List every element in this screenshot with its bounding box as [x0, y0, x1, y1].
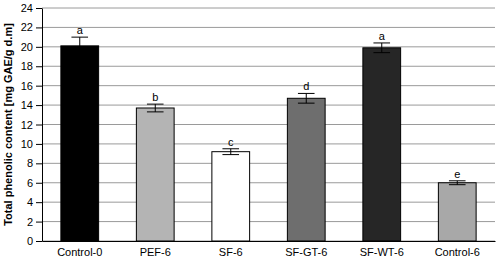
y-tick-label: 16 [21, 80, 33, 92]
y-tick-mark [36, 27, 42, 28]
annotation: e [454, 168, 460, 180]
grid-line [42, 27, 495, 28]
y-tick-label: 4 [27, 196, 33, 208]
bar [136, 108, 174, 241]
y-tick-mark [36, 47, 42, 48]
x-tick-label: SF-WT-6 [360, 246, 404, 258]
y-tick: 18 [21, 60, 42, 72]
y-tick-mark [36, 125, 42, 126]
x-tick: Control-6 [435, 241, 480, 258]
y-tick-mark [36, 86, 42, 87]
x-tick: SF-WT-6 [360, 241, 404, 258]
y-axis-line [42, 9, 43, 242]
grid-line [42, 124, 495, 125]
chart: 024681012141618202224Control-0PEF-6SF-6S… [0, 0, 500, 261]
y-tick-mark [36, 163, 42, 164]
y-tick-label: 8 [27, 157, 33, 169]
bar [61, 46, 99, 241]
error-bar-path [373, 43, 390, 53]
y-tick-label: 12 [21, 119, 33, 131]
y-tick-mark [36, 222, 42, 223]
y-axis-title: Total phenolic content [mg GAE/g d.m] [2, 23, 14, 226]
error-bar [147, 104, 164, 112]
grid-line [42, 221, 495, 222]
error-bar [71, 37, 88, 54]
x-tick: PEF-6 [140, 241, 171, 258]
x-tick-label: SF-6 [219, 246, 243, 258]
annotations: a b c d a e [77, 24, 461, 180]
grid-line [42, 66, 495, 67]
y-tick-label: 20 [21, 41, 33, 53]
annotation: d [303, 80, 309, 92]
y-tick: 22 [21, 21, 42, 33]
error-bar-path [71, 37, 88, 54]
y-tick: 2 [27, 216, 42, 228]
error-bar-path [298, 93, 315, 103]
y-tick: 14 [21, 99, 42, 111]
grid-line [42, 8, 495, 9]
x-axis: Control-0 PEF-6 SF-6 SF-GT-6 SF-WT-6 Control-… [43, 241, 496, 258]
x-tick: SF-GT-6 [285, 241, 327, 258]
y-tick-mark [36, 202, 42, 203]
x-tick-label: PEF-6 [140, 246, 171, 258]
grid-line [42, 202, 495, 203]
y-tick-label: 2 [27, 216, 33, 228]
y-tick: 24 [21, 2, 42, 14]
plot: 024681012141618202224Control-0PEF-6SF-6S… [21, 2, 496, 258]
y-tick: 10 [21, 138, 42, 150]
grid [42, 8, 495, 241]
error-bar-path [147, 104, 164, 112]
grid-line [42, 105, 495, 106]
y-tick: 12 [21, 119, 42, 131]
annotation: a [379, 30, 386, 42]
y-tick: 6 [27, 177, 42, 189]
error-bar [449, 181, 466, 185]
error-bar-path [449, 181, 466, 185]
error-bar [222, 149, 239, 155]
error-bar [373, 43, 390, 53]
y-tick: 20 [21, 41, 42, 53]
x-tick-label: Control-6 [435, 246, 480, 258]
y-tick-mark [36, 241, 42, 242]
y-tick-mark [36, 66, 42, 67]
y-tick-label: 18 [21, 60, 33, 72]
y-tick-label: 10 [21, 138, 33, 150]
bar [363, 48, 401, 241]
x-tick-label: SF-GT-6 [285, 246, 327, 258]
y-tick-mark [36, 8, 42, 9]
grid-line [42, 85, 495, 86]
x-tick: SF-6 [219, 241, 243, 258]
y-tick-label: 22 [21, 21, 33, 33]
error-bar [298, 93, 315, 103]
y-tick-mark [36, 144, 42, 145]
bar [212, 152, 250, 241]
y-tick-label: 24 [21, 2, 33, 14]
y-tick-mark [36, 183, 42, 184]
y-tick: 8 [27, 157, 42, 169]
y-axis: 024681012141618202224 [21, 2, 43, 247]
annotation: a [77, 24, 84, 36]
x-tick-label: Control-0 [57, 246, 102, 258]
grid-line [42, 241, 495, 242]
y-tick: 16 [21, 80, 42, 92]
y-tick-label: 0 [27, 235, 33, 247]
x-axis-line [43, 241, 496, 242]
grid-line [42, 163, 495, 164]
y-tick-label: 14 [21, 99, 33, 111]
y-tick: 4 [27, 196, 42, 208]
y-tick-mark [36, 105, 42, 106]
grid-line [42, 46, 495, 47]
y-tick-label: 6 [27, 177, 33, 189]
marks [61, 37, 476, 241]
error-bar-path [222, 149, 239, 155]
grid-line [42, 143, 495, 144]
annotation: c [228, 136, 234, 148]
y-tick: 0 [27, 235, 42, 247]
annotation: b [152, 91, 158, 103]
x-tick: Control-0 [57, 241, 102, 258]
grid-line [42, 182, 495, 183]
bar [287, 98, 325, 241]
bar [438, 183, 476, 241]
